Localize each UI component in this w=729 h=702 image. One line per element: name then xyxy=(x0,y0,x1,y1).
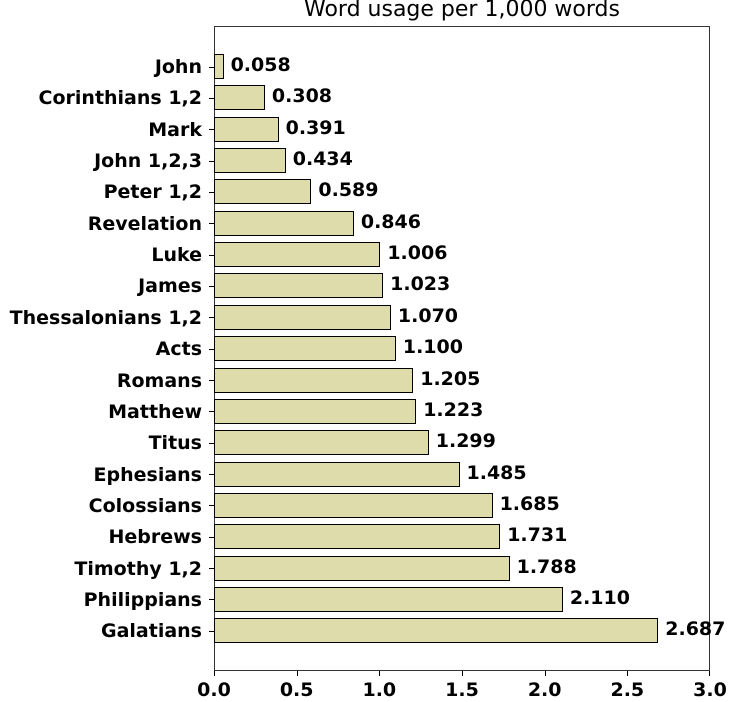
y-tick xyxy=(209,317,214,319)
y-tick xyxy=(209,191,214,193)
bar-value-label: 1.023 xyxy=(390,273,451,296)
y-tick xyxy=(209,411,214,413)
bar-value-label: 1.100 xyxy=(402,336,463,359)
x-tick-label: 1.5 xyxy=(445,679,479,701)
bar xyxy=(214,524,501,550)
y-tick-label: Hebrews xyxy=(108,526,202,549)
y-tick-label: John 1,2,3 xyxy=(94,150,202,173)
y-tick-label: Romans xyxy=(116,369,202,392)
y-tick xyxy=(209,505,214,507)
bar xyxy=(214,367,414,393)
x-tick-label: 3.0 xyxy=(693,679,727,701)
y-tick-label: Thessalonians 1,2 xyxy=(9,306,202,329)
bar xyxy=(214,210,354,236)
bar xyxy=(214,242,381,268)
bar-value-label: 0.391 xyxy=(285,116,346,139)
x-tick xyxy=(544,671,546,676)
x-tick-label: 2.5 xyxy=(610,679,645,701)
y-tick-label: Matthew xyxy=(108,400,202,423)
x-tick xyxy=(709,671,710,676)
y-tick xyxy=(209,129,214,131)
y-tick-label: Galatians xyxy=(100,620,202,643)
x-tick-label: 0.0 xyxy=(197,679,231,701)
y-tick-label: John xyxy=(154,56,202,78)
y-tick xyxy=(209,348,214,350)
y-tick-label: Timothy 1,2 xyxy=(74,557,202,580)
bar xyxy=(214,304,391,330)
bar-value-label: 0.308 xyxy=(271,85,333,108)
y-tick xyxy=(209,254,214,256)
y-tick xyxy=(209,599,214,601)
x-tick-label: 2.0 xyxy=(527,679,562,701)
bar xyxy=(214,586,563,612)
y-tick xyxy=(209,380,214,381)
y-tick xyxy=(209,285,214,287)
y-tick xyxy=(209,568,214,570)
y-tick xyxy=(209,160,214,162)
bar-value-label: 0.434 xyxy=(292,148,353,171)
bar-value-label: 0.589 xyxy=(318,179,379,202)
y-tick-label: Mark xyxy=(148,118,202,141)
y-tick-label: Peter 1,2 xyxy=(103,181,202,204)
bar-value-label: 1.485 xyxy=(466,461,527,484)
y-tick xyxy=(209,66,214,68)
bar-value-label: 1.006 xyxy=(387,242,448,265)
bar-value-label: 1.070 xyxy=(397,304,459,327)
x-tick-label: 1.0 xyxy=(362,679,397,701)
y-tick xyxy=(209,630,214,632)
y-tick-label: Luke xyxy=(151,244,202,267)
x-tick xyxy=(462,671,463,676)
y-tick-label: Titus xyxy=(148,432,202,455)
y-tick xyxy=(209,474,214,476)
bar xyxy=(214,116,279,142)
bar-value-label: 0.846 xyxy=(360,210,421,233)
bar-value-label: 1.788 xyxy=(516,555,577,578)
bar-value-label: 1.205 xyxy=(420,367,481,390)
y-tick-label: Acts xyxy=(155,338,202,361)
y-tick-label: Philippians xyxy=(83,588,202,611)
bar xyxy=(214,54,224,79)
y-tick-label: Corinthians 1,2 xyxy=(38,87,202,110)
bar xyxy=(214,461,460,487)
bar-value-label: 1.731 xyxy=(507,524,568,547)
y-tick-label: Revelation xyxy=(87,212,202,235)
bar xyxy=(214,492,493,518)
chart-title: Word usage per 1,000 words xyxy=(304,0,620,22)
bar-value-label: 1.299 xyxy=(435,430,496,453)
y-tick xyxy=(209,536,214,538)
bar-value-label: 2.110 xyxy=(569,586,630,609)
y-tick xyxy=(209,97,214,99)
y-tick-label: James xyxy=(138,275,202,298)
y-tick xyxy=(209,223,214,225)
x-tick xyxy=(214,671,215,676)
bar-value-label: 1.223 xyxy=(423,398,484,421)
bar xyxy=(214,618,659,644)
bar xyxy=(214,430,429,456)
bar-value-label: 2.687 xyxy=(665,618,726,641)
x-tick xyxy=(296,671,298,676)
bar xyxy=(214,398,417,424)
x-tick xyxy=(627,671,629,676)
y-tick xyxy=(209,442,214,444)
bar xyxy=(214,273,384,299)
x-tick xyxy=(379,671,381,676)
bar-value-label: 0.058 xyxy=(230,54,291,76)
bar xyxy=(214,555,510,581)
bar xyxy=(214,148,286,174)
bar xyxy=(214,179,312,205)
bar-value-label: 1.685 xyxy=(499,492,560,515)
bar xyxy=(214,85,265,111)
bar xyxy=(214,336,396,362)
x-tick-label: 0.5 xyxy=(279,679,314,701)
y-tick-label: Ephesians xyxy=(93,463,202,486)
y-tick-label: Colossians xyxy=(88,494,202,517)
